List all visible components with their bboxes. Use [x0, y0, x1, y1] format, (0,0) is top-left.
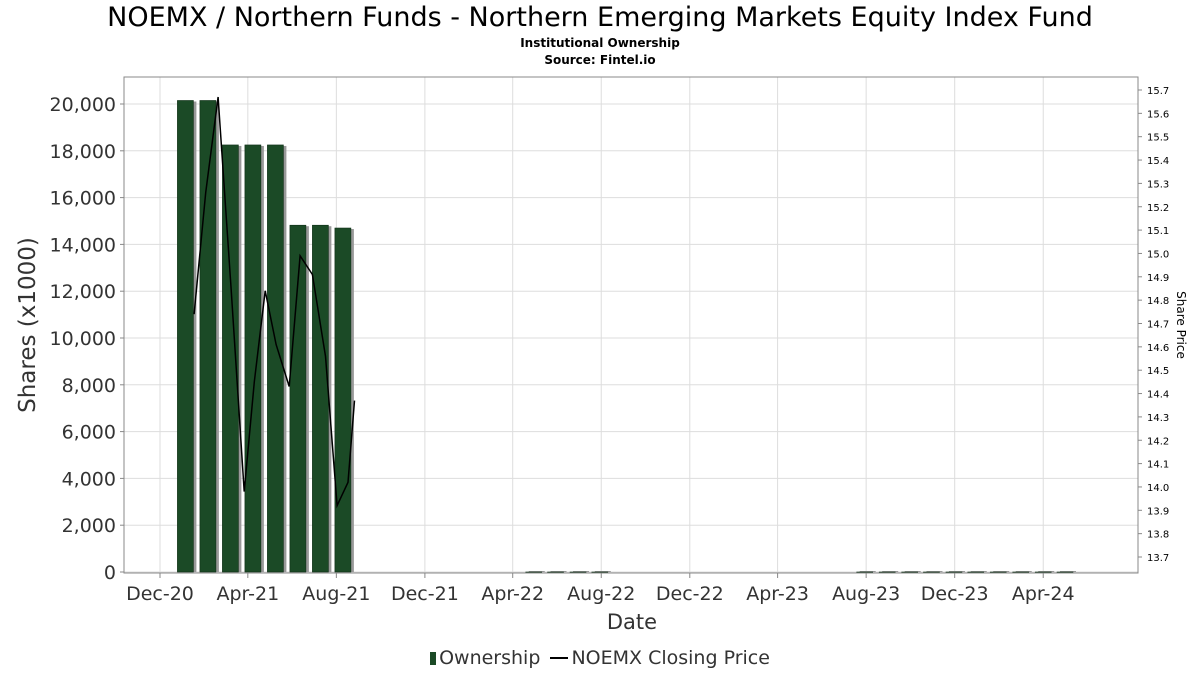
y2-tick-label: 14.7 — [1147, 320, 1169, 331]
y-axis-ticks: 0 2,000 4,000 6,000 8,000 10,000 12,000 14,000 1… — [50, 94, 124, 584]
y2-tick-label: 15.0 — [1147, 249, 1169, 260]
price-swatch — [550, 657, 569, 659]
x-axis-ticks: Dec-20 Apr-21 Aug-21 Dec-21 Apr-22 Aug-22 Dec-… — [126, 573, 1075, 605]
chart-subtitle: Institutional Ownership — [520, 36, 680, 50]
y-tick-label: 8,000 — [62, 375, 116, 397]
x-axis-label: Date — [607, 610, 657, 634]
y2-tick-label: 15.3 — [1147, 179, 1169, 190]
y2-tick-label: 15.5 — [1147, 133, 1169, 144]
bar-shadow — [970, 571, 987, 572]
x-tick-label: Dec-20 — [126, 583, 194, 605]
y-tick-label: 10,000 — [50, 328, 116, 350]
y2-tick-label: 14.0 — [1147, 483, 1169, 494]
plot-area-border — [123, 76, 1139, 574]
y2-tick-label: 15.2 — [1147, 203, 1169, 214]
legend-item-ownership: Ownership — [430, 647, 540, 669]
chart-title: NOEMX / Northern Funds - Northern Emergi… — [107, 2, 1093, 33]
legend-price-label: NOEMX Closing Price — [571, 646, 770, 669]
chart-legend: Ownership NOEMX Closing Price — [0, 646, 1200, 669]
bar-shadow — [948, 571, 965, 572]
ownership-bar — [289, 224, 307, 573]
y-tick-label: 12,000 — [50, 281, 116, 303]
bar-shadow — [993, 571, 1010, 572]
x-tick-label: Aug-21 — [302, 583, 370, 605]
y-tick-label: 6,000 — [62, 422, 116, 444]
y-tick-label: 18,000 — [50, 141, 116, 163]
y-tick-label: 16,000 — [50, 188, 116, 210]
x-tick-label: Aug-22 — [567, 583, 635, 605]
ownership-bar — [222, 144, 239, 573]
chart-source: Source: Fintel.io — [544, 53, 656, 67]
y2-axis-ticks: 13.7 13.8 13.9 14.0 14.1 14.2 14.3 14.4 14.5 14.6… — [1138, 86, 1169, 564]
bar-shadow — [528, 571, 545, 572]
y2-tick-label: 15.7 — [1147, 86, 1169, 97]
y-tick-label: 2,000 — [62, 515, 116, 537]
y2-tick-label: 14.3 — [1147, 413, 1169, 424]
bar-shadow — [882, 571, 899, 572]
x-tick-label: Apr-24 — [1012, 583, 1075, 605]
legend-item-price: NOEMX Closing Price — [546, 646, 770, 669]
y2-tick-label: 15.6 — [1147, 109, 1169, 120]
bar-shadow — [859, 571, 876, 572]
y2-tick-label: 13.7 — [1147, 553, 1169, 564]
ownership-swatch — [430, 651, 437, 665]
y2-tick-label: 13.8 — [1147, 530, 1169, 541]
y2-tick-label: 14.2 — [1147, 436, 1169, 447]
y-tick-label: 4,000 — [62, 468, 116, 490]
x-tick-label: Apr-22 — [481, 583, 544, 605]
legend-ownership-label: Ownership — [439, 646, 541, 669]
ownership-bar — [177, 100, 194, 573]
y2-tick-label: 14.9 — [1147, 273, 1169, 284]
price-line — [193, 96, 356, 509]
y2-tick-label: 14.6 — [1147, 343, 1169, 354]
y2-tick-label: 14.1 — [1147, 460, 1169, 471]
x-tick-label: Aug-23 — [832, 583, 900, 605]
y2-tick-label: 15.1 — [1147, 226, 1169, 237]
y2-tick-label: 14.4 — [1147, 390, 1169, 401]
bar-shadow — [550, 571, 567, 572]
bar-shadow — [1038, 571, 1055, 572]
ownership-chart: 0 2,000 4,000 6,000 8,000 10,000 12,000 14,000 1… — [15, 76, 1188, 634]
x-tick-label: Apr-21 — [216, 583, 279, 605]
x-tick-label: Dec-21 — [391, 583, 459, 605]
bar-shadow — [926, 571, 943, 572]
bar-shadow — [1060, 571, 1076, 572]
x-tick-label: Apr-23 — [746, 583, 809, 605]
ownership-bars — [177, 100, 1076, 574]
y-tick-label: 14,000 — [50, 234, 116, 256]
y-tick-label: 20,000 — [50, 94, 116, 116]
y-tick-label: 0 — [104, 562, 116, 584]
y-axis-label: Shares (x1000) — [15, 237, 41, 413]
bar-shadow — [904, 571, 921, 572]
y2-tick-label: 14.8 — [1147, 296, 1169, 307]
bar-shadow — [594, 571, 611, 572]
x-tick-label: Dec-23 — [921, 583, 989, 605]
ownership-bar — [334, 227, 352, 573]
ownership-bar — [244, 144, 262, 573]
y2-axis-label: Share Price — [1174, 291, 1188, 359]
bar-shadow — [573, 571, 590, 572]
ownership-bar — [312, 224, 329, 573]
y2-tick-label: 13.9 — [1147, 506, 1169, 517]
y2-tick-label: 14.5 — [1147, 366, 1169, 377]
y2-tick-label: 15.4 — [1147, 156, 1169, 167]
ownership-bar — [267, 144, 284, 573]
bar-shadow — [1015, 571, 1032, 572]
price-line-path — [193, 96, 356, 509]
x-tick-label: Dec-22 — [656, 583, 724, 605]
